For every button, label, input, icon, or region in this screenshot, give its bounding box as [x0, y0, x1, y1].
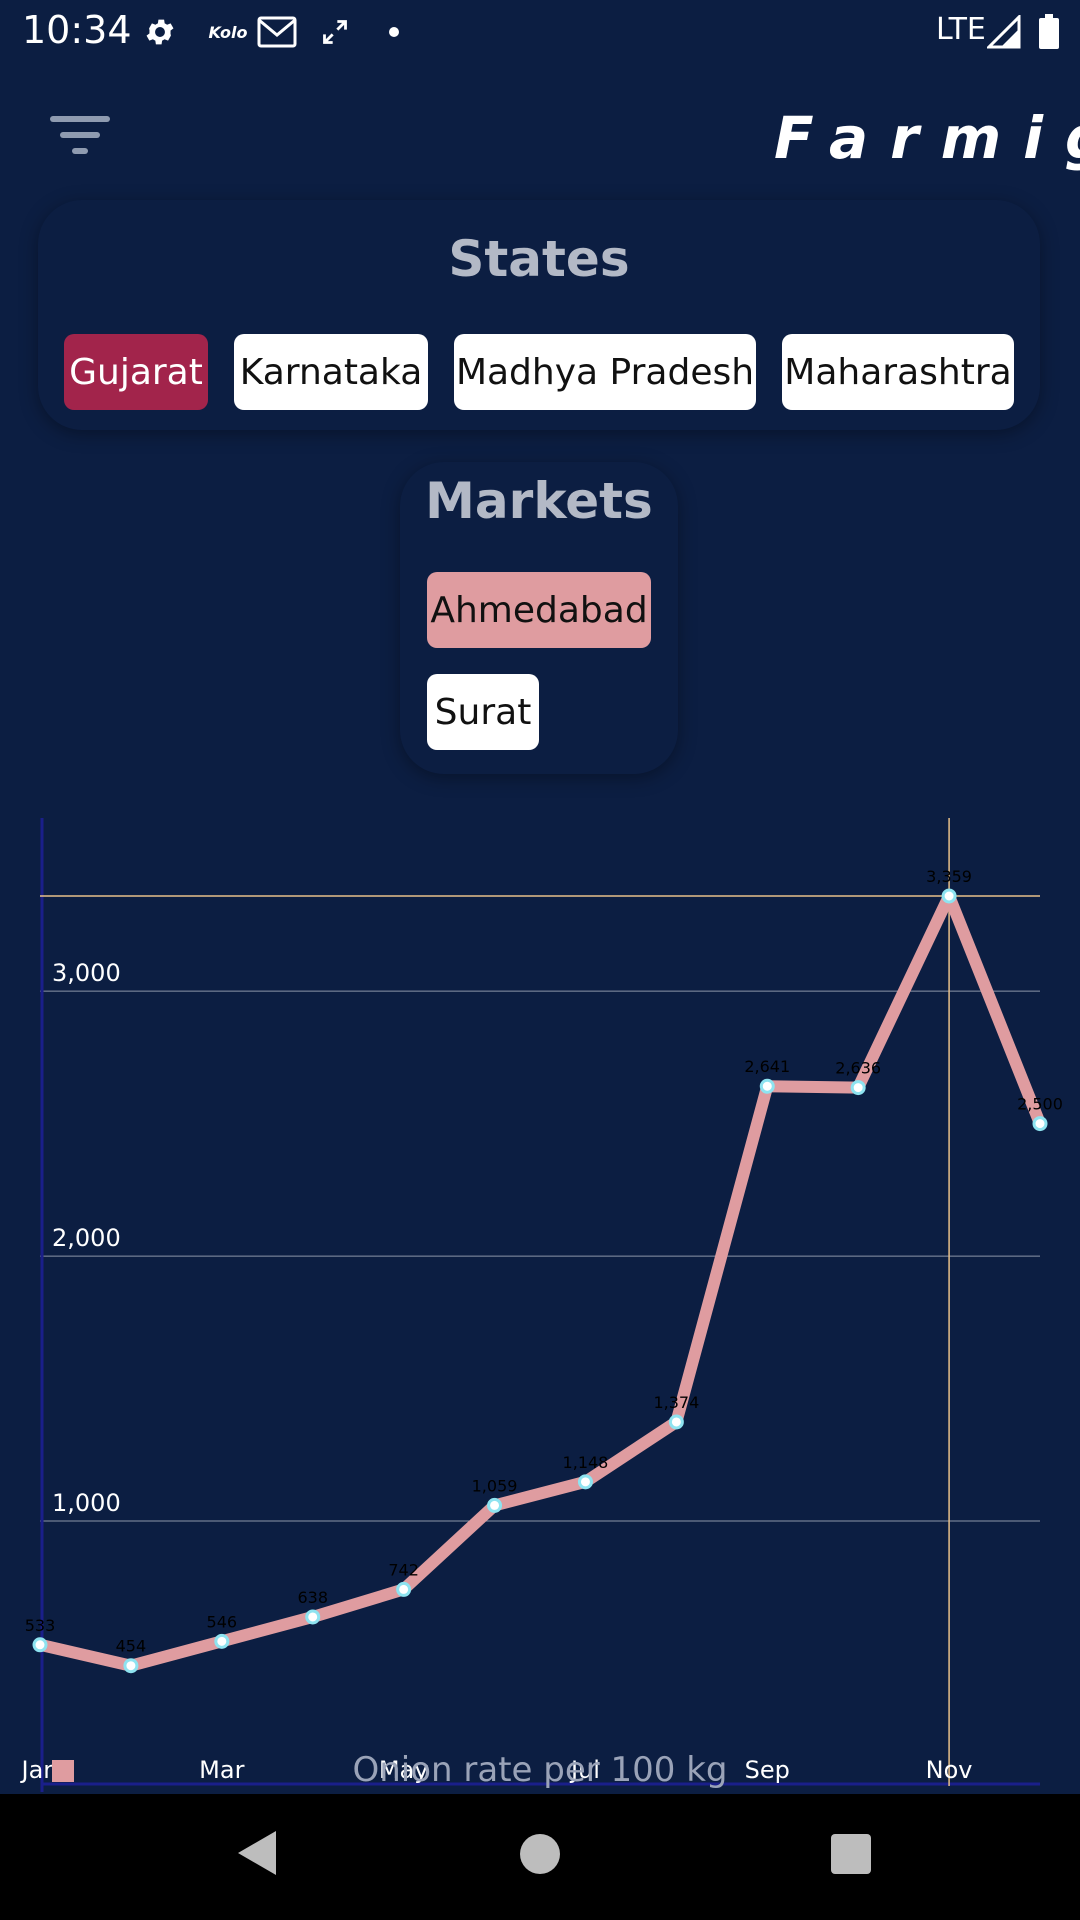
state-chip-madhya-pradesh[interactable]: Madhya Pradesh	[454, 334, 756, 410]
data-label: 2,500	[1017, 1095, 1063, 1114]
gmail-icon	[256, 12, 298, 52]
data-point	[214, 1633, 230, 1649]
x-tick-label: Nov	[926, 1756, 973, 1784]
data-point	[941, 888, 957, 904]
state-chip-maharashtra[interactable]: Maharashtra	[782, 334, 1014, 410]
y-tick-label: 3,000	[52, 959, 121, 987]
legend-swatch	[52, 1760, 74, 1782]
data-point	[850, 1080, 866, 1096]
data-label: 2,641	[744, 1057, 790, 1076]
battery-icon	[1036, 12, 1062, 52]
data-label: 1,374	[653, 1393, 699, 1412]
home-circle-icon[interactable]	[520, 1834, 560, 1874]
app-title: Farmigo	[774, 104, 1080, 172]
data-label: 638	[297, 1588, 328, 1607]
market-chip-ahmedabad[interactable]: Ahmedabad	[427, 572, 651, 648]
status-time: 10:34	[22, 8, 132, 52]
x-tick-label: May	[379, 1756, 429, 1784]
back-triangle-icon[interactable]	[238, 1831, 276, 1875]
data-label: 3,359	[926, 867, 972, 886]
markets-card: Markets Ahmedabad Surat	[400, 462, 678, 774]
x-tick-label: Jul	[569, 1756, 600, 1784]
status-bar: 10:34 Kolo LTE	[0, 0, 1080, 64]
navigation-bar	[0, 1794, 1080, 1920]
data-label: 546	[207, 1612, 238, 1631]
data-point	[32, 1637, 48, 1653]
data-label: 1,148	[563, 1453, 609, 1472]
data-label: 2,636	[835, 1059, 881, 1078]
data-point	[1032, 1116, 1048, 1132]
state-chip-gujarat[interactable]: Gujarat	[64, 334, 208, 410]
data-label: 1,059	[472, 1476, 518, 1495]
recents-square-icon[interactable]	[831, 1834, 871, 1874]
signal-icon	[986, 12, 1022, 52]
dot-icon	[384, 12, 404, 52]
expand-icon	[318, 12, 352, 52]
x-tick-label: Mar	[199, 1756, 244, 1784]
data-label: 533	[25, 1616, 56, 1635]
states-title: States	[448, 230, 630, 288]
series-line	[34, 890, 1046, 1672]
data-point	[668, 1414, 684, 1430]
data-point	[487, 1497, 503, 1513]
filter-menu-icon	[50, 116, 110, 122]
markets-title: Markets	[425, 472, 653, 530]
filter-menu-button[interactable]	[46, 112, 116, 162]
legend-label: Onion rate per 100 kg	[352, 1750, 728, 1790]
y-tick-label: 2,000	[52, 1224, 121, 1252]
state-chip-karnataka[interactable]: Karnataka	[234, 334, 428, 410]
data-point	[396, 1581, 412, 1597]
network-type: LTE	[936, 12, 986, 47]
data-label: 454	[116, 1637, 147, 1656]
states-card: States Gujarat Karnataka Madhya Pradesh …	[38, 200, 1040, 430]
filter-menu-icon-line	[60, 132, 100, 138]
data-label: 742	[388, 1560, 419, 1579]
gear-icon	[140, 12, 180, 52]
market-chip-surat[interactable]: Surat	[427, 674, 539, 750]
data-point	[577, 1474, 593, 1490]
data-point	[759, 1078, 775, 1094]
data-point	[123, 1658, 139, 1674]
filter-menu-icon-line	[72, 148, 88, 154]
kolo-app-icon: Kolo	[208, 22, 248, 42]
y-tick-label: 1,000	[52, 1489, 121, 1517]
data-point	[305, 1609, 321, 1625]
x-tick-label: Sep	[745, 1756, 790, 1784]
